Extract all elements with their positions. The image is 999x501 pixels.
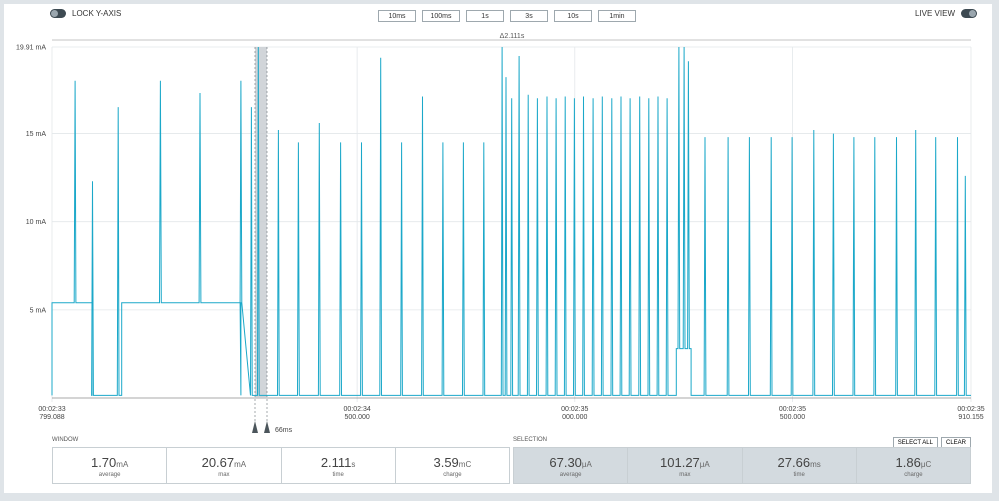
- selection-charge-value: 1.86: [895, 455, 921, 470]
- y-tick-label: 10 mA: [26, 219, 47, 226]
- x-tick-label: 00:02:34: [343, 406, 370, 413]
- window-average-value: 1.70: [90, 455, 117, 470]
- live-view-toggle[interactable]: LIVE VIEW: [915, 9, 977, 18]
- y-tick-label: 15 mA: [26, 131, 47, 138]
- window-charge-unit: mC: [458, 460, 472, 469]
- y-tick-label: 19.91 mA: [16, 45, 46, 52]
- selection-stats-panel: SELECTION SELECT ALL CLEAR 67.30μA avera…: [513, 437, 971, 484]
- window-charge-caption: charge: [443, 472, 462, 478]
- zoom-10s-button[interactable]: 10s: [554, 10, 592, 22]
- selection-handle-icon[interactable]: [252, 421, 270, 433]
- selection-average-unit: μA: [581, 460, 592, 469]
- window-stats-panel: WINDOW 1.70mA average 20.67mA max 2.111s…: [52, 437, 510, 484]
- window-average-caption: average: [98, 472, 121, 478]
- window-max-unit: mA: [234, 460, 247, 469]
- window-stats-label: WINDOW: [52, 437, 79, 443]
- selection-width-label: 66ms: [275, 427, 293, 434]
- window-time-caption: time: [332, 472, 344, 478]
- selection-max-value: 101.27: [660, 455, 700, 470]
- window-average-cell: 1.70mA average: [53, 448, 168, 483]
- window-max-cell: 20.67mA max: [167, 448, 282, 483]
- selection-charge-unit: μC: [920, 460, 932, 469]
- x-axis-labels: 00:02:33799.08800:02:34500.00000:02:3500…: [38, 406, 984, 421]
- selection-average-cell: 67.30μA average: [514, 448, 629, 483]
- selection-time-unit: ms: [810, 460, 821, 469]
- y-tick-label: 5 mA: [30, 307, 47, 314]
- toggle-switch-icon[interactable]: [50, 9, 66, 18]
- live-view-label: LIVE VIEW: [914, 9, 955, 18]
- lock-y-axis-toggle[interactable]: LOCK Y-AXIS: [50, 9, 121, 18]
- x-tick-label: 00:02:35: [779, 406, 806, 413]
- window-time-value: 2.111: [320, 455, 352, 470]
- x-tick-label: 910.155: [958, 414, 983, 421]
- zoom-1s-button[interactable]: 1s: [466, 10, 504, 22]
- zoom-3s-button[interactable]: 3s: [510, 10, 548, 22]
- selection-stats-label: SELECTION: [513, 437, 548, 443]
- selection-max-caption: max: [679, 472, 691, 478]
- selection-charge-cell: 1.86μC charge: [857, 448, 970, 483]
- app-frame: [4, 4, 992, 493]
- zoom-1min-button[interactable]: 1min: [598, 10, 636, 22]
- selection-time-caption: time: [793, 472, 805, 478]
- delta-label: Δ2.111s: [500, 33, 525, 40]
- selection-average-caption: average: [559, 472, 582, 478]
- selection-charge-caption: charge: [904, 472, 923, 478]
- selection-time-cell: 27.66ms time: [743, 448, 857, 483]
- zoom-button-group: 10ms 100ms 1s 3s 10s 1min: [378, 10, 636, 22]
- selection-region[interactable]: [255, 47, 267, 398]
- window-time-cell: 2.111s time: [282, 448, 396, 483]
- x-tick-label: 799.088: [39, 414, 64, 421]
- window-average-unit: mA: [116, 460, 129, 469]
- selection-average-value: 67.30: [549, 455, 582, 470]
- x-tick-label: 00:02:33: [38, 406, 65, 413]
- x-tick-label: 000.000: [562, 414, 587, 421]
- y-axis-labels: 19.91 mA 15 mA 10 mA 5 mA: [16, 45, 46, 315]
- window-time-unit: s: [351, 460, 356, 469]
- selection-time-value: 27.66: [777, 455, 811, 470]
- current-trace-line: [51, 46, 971, 396]
- selection-max-unit: μA: [699, 460, 710, 469]
- toggle-switch-icon[interactable]: [961, 9, 977, 18]
- x-tick-label: 00:02:35: [957, 406, 984, 413]
- window-charge-cell: 3.59mC charge: [396, 448, 509, 483]
- window-max-caption: max: [218, 472, 230, 478]
- selection-max-cell: 101.27μA max: [628, 448, 743, 483]
- lock-y-axis-label: LOCK Y-AXIS: [72, 9, 122, 18]
- zoom-100ms-button[interactable]: 100ms: [422, 10, 460, 22]
- x-tick-label: 500.000: [780, 414, 805, 421]
- zoom-10ms-button[interactable]: 10ms: [378, 10, 416, 22]
- x-tick-label: 500.000: [344, 414, 369, 421]
- window-charge-value: 3.59: [433, 455, 459, 470]
- window-max-value: 20.67: [201, 455, 235, 470]
- x-tick-label: 00:02:35: [561, 406, 588, 413]
